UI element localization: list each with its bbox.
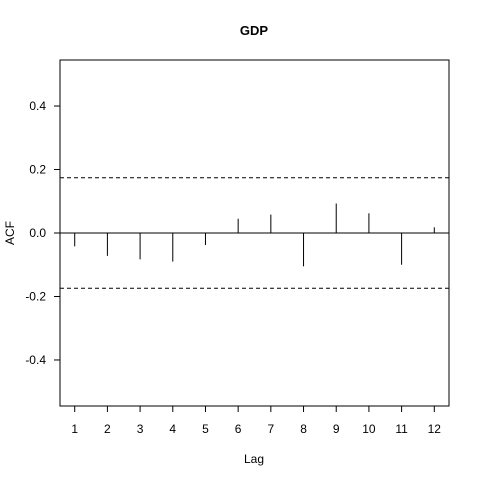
x-tick-label: 4 xyxy=(169,422,176,436)
y-axis: -0.4 -0.2 0.0 0.2 0.4 xyxy=(25,99,60,367)
y-tick-label: -0.4 xyxy=(25,353,46,367)
y-tick-label: -0.2 xyxy=(25,289,46,303)
x-tick-label: 8 xyxy=(300,422,307,436)
x-tick-label: 7 xyxy=(268,422,275,436)
x-tick-label: 3 xyxy=(137,422,144,436)
x-tick-label: 11 xyxy=(395,422,408,436)
x-tick-label: 5 xyxy=(202,422,209,436)
x-tick-label: 2 xyxy=(104,422,111,436)
x-tick-label: 10 xyxy=(362,422,376,436)
confidence-bounds xyxy=(60,177,449,289)
x-axis: 1 2 3 4 5 6 7 8 9 10 11 12 xyxy=(71,406,441,436)
y-axis-title: ACF xyxy=(3,221,17,245)
chart-title: GDP xyxy=(240,23,269,38)
acf-bars xyxy=(74,203,435,267)
x-tick-label: 12 xyxy=(428,422,442,436)
y-tick-label: 0.0 xyxy=(29,226,46,240)
y-tick-label: 0.4 xyxy=(29,99,46,113)
y-tick-label: 0.2 xyxy=(29,163,46,177)
x-tick-label: 6 xyxy=(235,422,242,436)
x-axis-title: Lag xyxy=(244,452,264,466)
x-tick-label: 9 xyxy=(333,422,340,436)
x-tick-label: 1 xyxy=(71,422,78,436)
